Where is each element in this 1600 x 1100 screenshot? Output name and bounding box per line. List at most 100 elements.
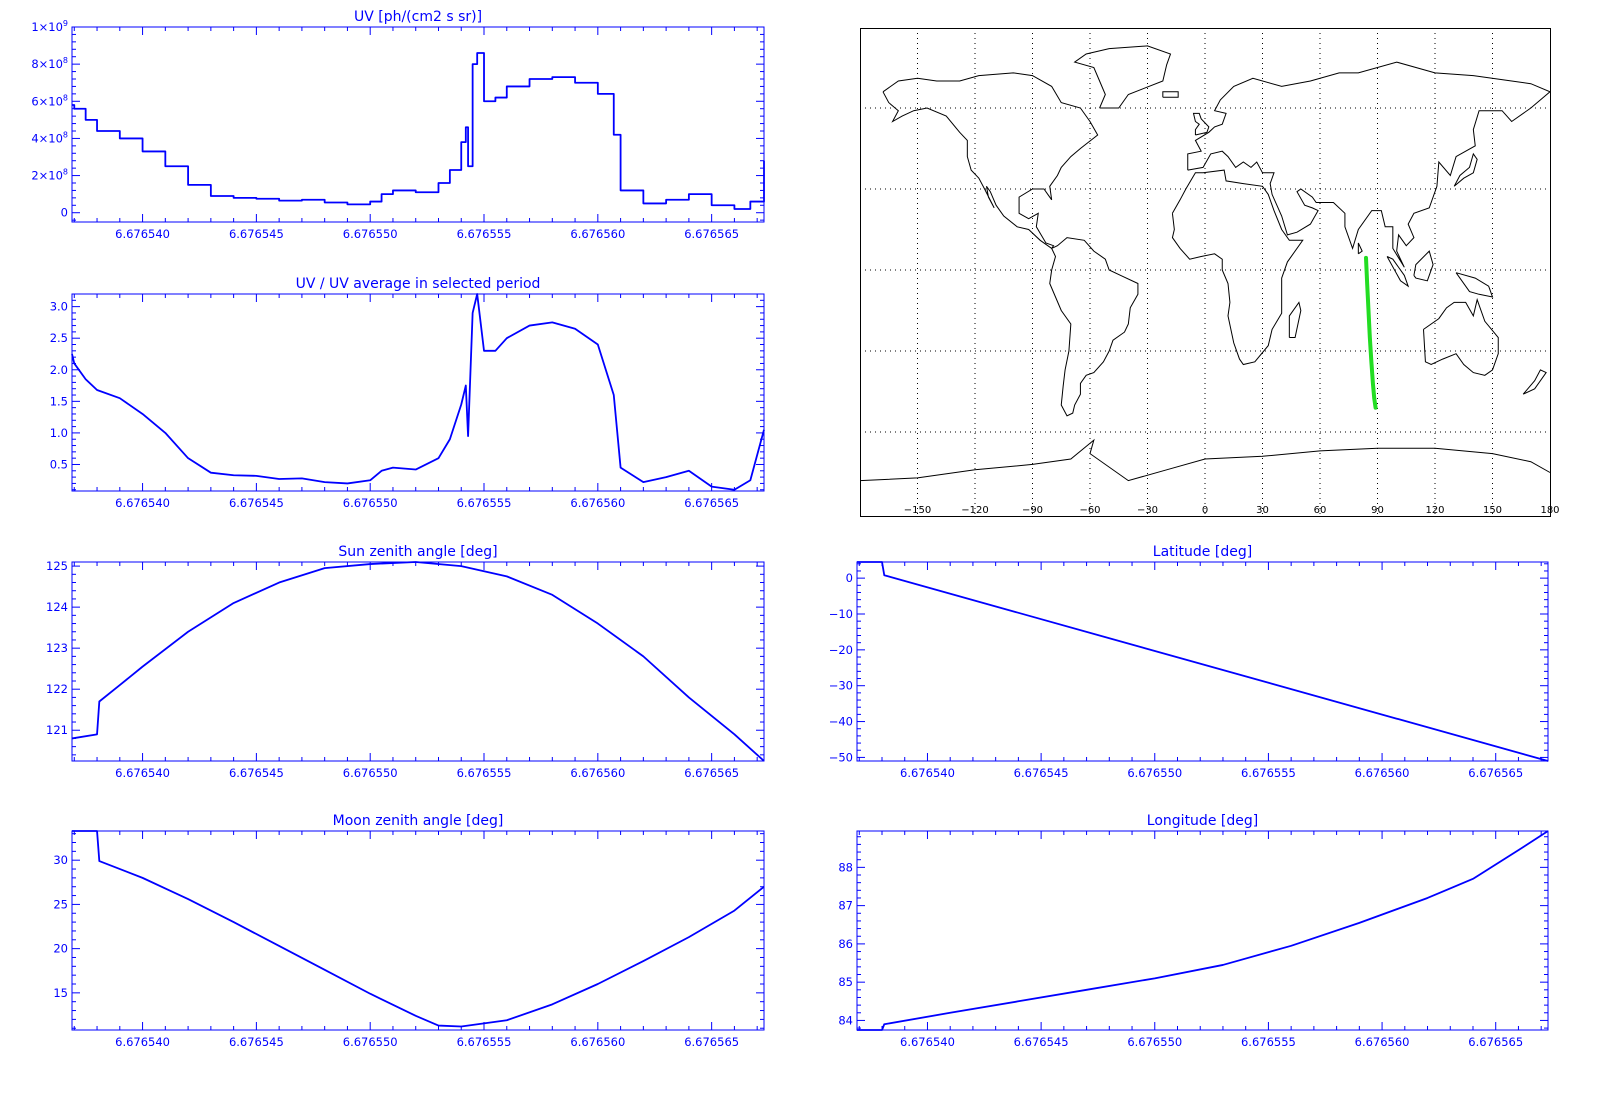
uv-chart-panel: UV [ph/(cm2 s sr)] 6.676540 6.676545 6.6765… [0,0,800,270]
map-lon-label: 30 [1256,505,1269,516]
coastline-north-america [882,72,1099,250]
plot-frame [856,830,1549,1031]
y-tick-label: 3.0 [50,300,68,314]
x-tick-label: 6.676545 [1014,1035,1069,1049]
x-tick-label: 6.676545 [1014,766,1069,780]
y-tick-label: 0.5 [50,457,68,471]
coastline-africa [1171,169,1304,366]
x-tick-label: 6.676540 [115,766,170,780]
longitude-chart: Longitude [deg] 6.676540 6.676545 6.676550 6… [838,813,1549,1049]
chart-title: Sun zenith angle [deg] [338,544,497,560]
x-tick-label: 6.676540 [115,1035,170,1049]
x-tick-label: 6.676560 [570,227,625,241]
y-tick-label: −20 [829,643,853,657]
coastline-madagascar [1288,301,1302,338]
coastline-south-america [1049,237,1139,417]
data-series-line [71,561,765,762]
uv-ratio-chart-panel: UV / UV average in selected period 6.6765… [0,270,800,540]
satellite-track [1364,255,1378,410]
coastline-antarctica [859,438,1551,482]
coastline-borneo [1413,250,1434,282]
y-tick-label: 15 [53,986,68,1000]
x-tick-label: 6.676550 [343,227,398,241]
x-tick-label: 6.676565 [684,766,739,780]
x-tick-label: 6.676545 [229,766,284,780]
y-tick-label: 85 [838,975,853,989]
world-map-panel: −150 −120 −90 −60 −30 0 30 60 90 120 150 180 [859,20,1600,540]
map-lon-label: 0 [1202,505,1208,516]
x-tick-label: 6.676565 [1468,1035,1523,1049]
data-series-line [857,830,1549,1031]
y-tick-label: 122 [46,682,68,696]
map-lon-label: −30 [1137,505,1158,516]
y-tick-label: 20 [53,942,68,956]
plot-frame [856,561,1549,762]
y-tick-label: 123 [46,641,68,655]
map-frame [860,28,1551,517]
chart-title: UV [ph/(cm2 s sr)] [354,9,482,25]
x-tick-label: 6.676565 [1468,766,1523,780]
x-tick-label: 6.676555 [1241,1035,1296,1049]
x-tick-label: 6.676545 [229,496,284,510]
coastline-iceland [1162,91,1179,98]
map-lon-label: −120 [961,505,988,516]
x-tick-label: 6.676560 [1355,766,1410,780]
latitude-chart-panel: Latitude [deg] 6.676540 6.676545 6.676550 6.… [800,540,1600,810]
map-lon-label: 150 [1483,505,1502,516]
chart-title: Moon zenith angle [deg] [333,813,504,829]
y-tick-label: 1×109 [31,19,68,34]
coastline-greenland [1073,45,1172,109]
data-series-line [72,830,765,1028]
map-lon-label: 90 [1371,505,1384,516]
y-tick-label: 2.0 [50,363,68,377]
y-tick-label: 8×108 [31,56,68,71]
y-tick-label: 6×108 [31,93,68,108]
y-tick-label: 125 [46,559,68,573]
y-tick-label: 86 [838,937,853,951]
x-tick-label: 6.676550 [1127,1035,1182,1049]
moon-zenith-chart-panel: Moon zenith angle [deg] 6.676540 6.676545 6… [0,810,800,1080]
y-tick-label: 30 [53,853,68,867]
chart-title: Latitude [deg] [1153,544,1252,560]
plot-frame [71,293,765,492]
x-tick-label: 6.676555 [457,227,512,241]
y-tick-label: 124 [46,600,68,614]
x-tick-label: 6.676560 [570,496,625,510]
y-tick-label: −30 [829,679,853,693]
x-tick-label: 6.676560 [570,1035,625,1049]
coastline-uk [1192,112,1210,136]
coastline-nz [1522,369,1547,395]
coastline-new-guinea [1455,272,1494,298]
coastline-australia [1423,297,1499,376]
data-series-line [857,561,1549,762]
y-tick-label: −50 [829,750,853,764]
map-lon-label: 180 [1540,505,1559,516]
y-tick-label: 25 [53,897,68,911]
x-tick-label: 6.676550 [343,496,398,510]
chart-title: UV / UV average in selected period [296,276,541,292]
x-tick-label: 6.676565 [684,1035,739,1049]
x-tick-label: 6.676565 [684,227,739,241]
x-tick-label: 6.676565 [684,496,739,510]
map-lon-label: −150 [904,505,931,516]
x-tick-label: 6.676555 [1241,766,1296,780]
x-tick-label: 6.676555 [457,496,512,510]
y-tick-label: 88 [838,860,853,874]
y-tick-label: 2×108 [31,168,68,183]
map-lon-label: −90 [1022,505,1043,516]
uv-ratio-chart: UV / UV average in selected period 6.6765… [50,276,765,510]
x-tick-label: 6.676540 [115,496,170,510]
uv-chart: UV [ph/(cm2 s sr)] 6.676540 6.676545 6.6765… [31,9,765,241]
x-tick-label: 6.676545 [229,227,284,241]
coastline-japan [1453,152,1478,187]
x-tick-label: 6.676540 [115,227,170,241]
data-series-line [72,52,765,210]
x-tick-label: 6.676545 [229,1035,284,1049]
x-tick-label: 6.676550 [1127,766,1182,780]
y-tick-label: 1.5 [50,394,68,408]
y-tick-label: 121 [46,723,68,737]
latitude-chart: Latitude [deg] 6.676540 6.676545 6.676550 6.… [829,544,1549,780]
y-tick-label: 0 [846,571,853,585]
plot-frame [71,830,765,1031]
chart-title: Longitude [deg] [1147,813,1258,829]
